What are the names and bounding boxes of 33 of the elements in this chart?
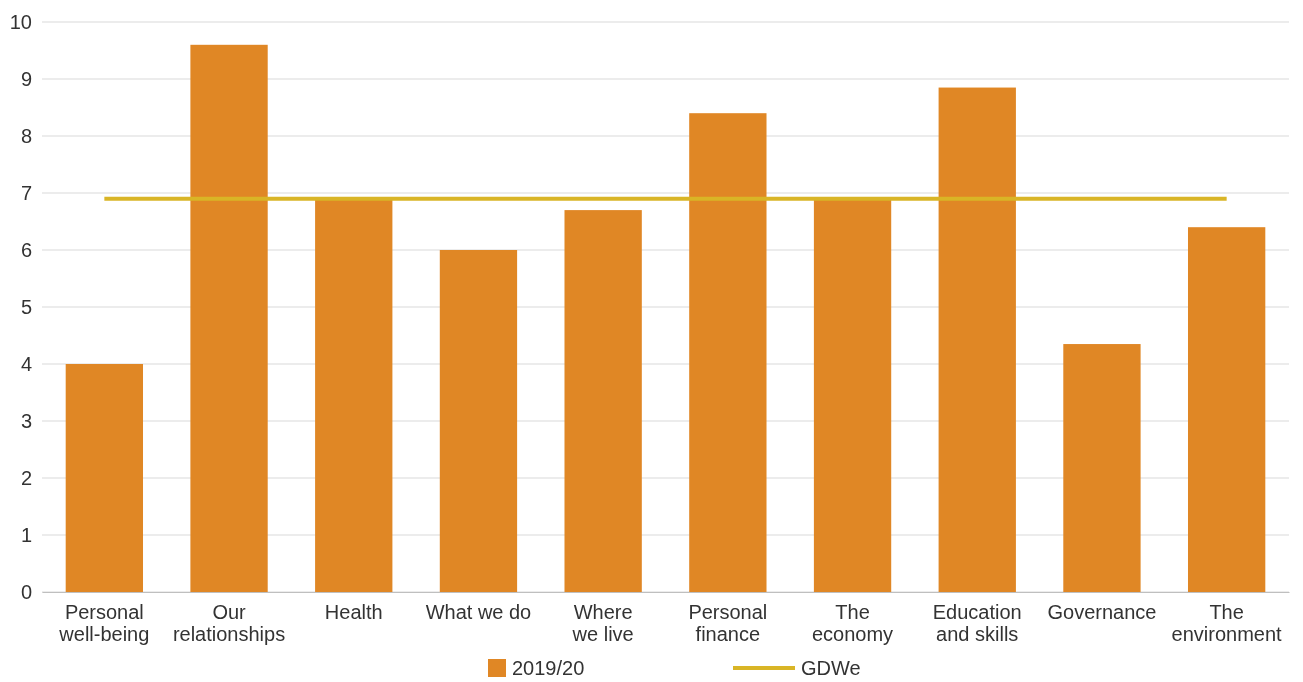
legend-label: 2019/20 [512, 657, 585, 679]
bar [190, 44, 268, 592]
y-tick-label: 3 [20, 409, 32, 432]
legend-label: GDWe [801, 657, 861, 679]
bar [1063, 344, 1141, 592]
y-tick-label: 2 [20, 466, 32, 489]
x-tick-label: Education and skills [932, 601, 1022, 645]
x-tick-label: Where we live [571, 601, 634, 645]
x-tick-label: Health [324, 601, 383, 623]
bar [439, 250, 518, 592]
x-tick-label: Governance [1047, 601, 1157, 623]
bar [564, 210, 642, 592]
x-tick-label: Personal well-being [58, 601, 150, 645]
x-tick-label: Our relationships [172, 601, 286, 645]
bar [813, 198, 892, 592]
y-tick-label: 9 [20, 67, 32, 90]
bar [65, 364, 144, 592]
x-tick-label: Personal finance [688, 601, 768, 645]
bar [315, 198, 393, 592]
bar [689, 113, 767, 592]
y-tick-label: 0 [20, 580, 32, 603]
y-tick-label: 1 [20, 523, 32, 546]
x-tick-label: What we do [425, 601, 532, 623]
y-tick-label: 8 [20, 124, 32, 147]
x-tick-label: The environment [1171, 601, 1283, 645]
y-tick-label: 7 [20, 181, 32, 204]
bar [1187, 227, 1266, 592]
y-tick-label: 10 [9, 10, 32, 33]
bar [938, 87, 1016, 592]
y-tick-label: 4 [20, 352, 32, 375]
y-tick-label: 5 [20, 295, 32, 318]
x-tick-label: The economy [811, 601, 894, 645]
y-tick-label: 6 [20, 238, 32, 261]
